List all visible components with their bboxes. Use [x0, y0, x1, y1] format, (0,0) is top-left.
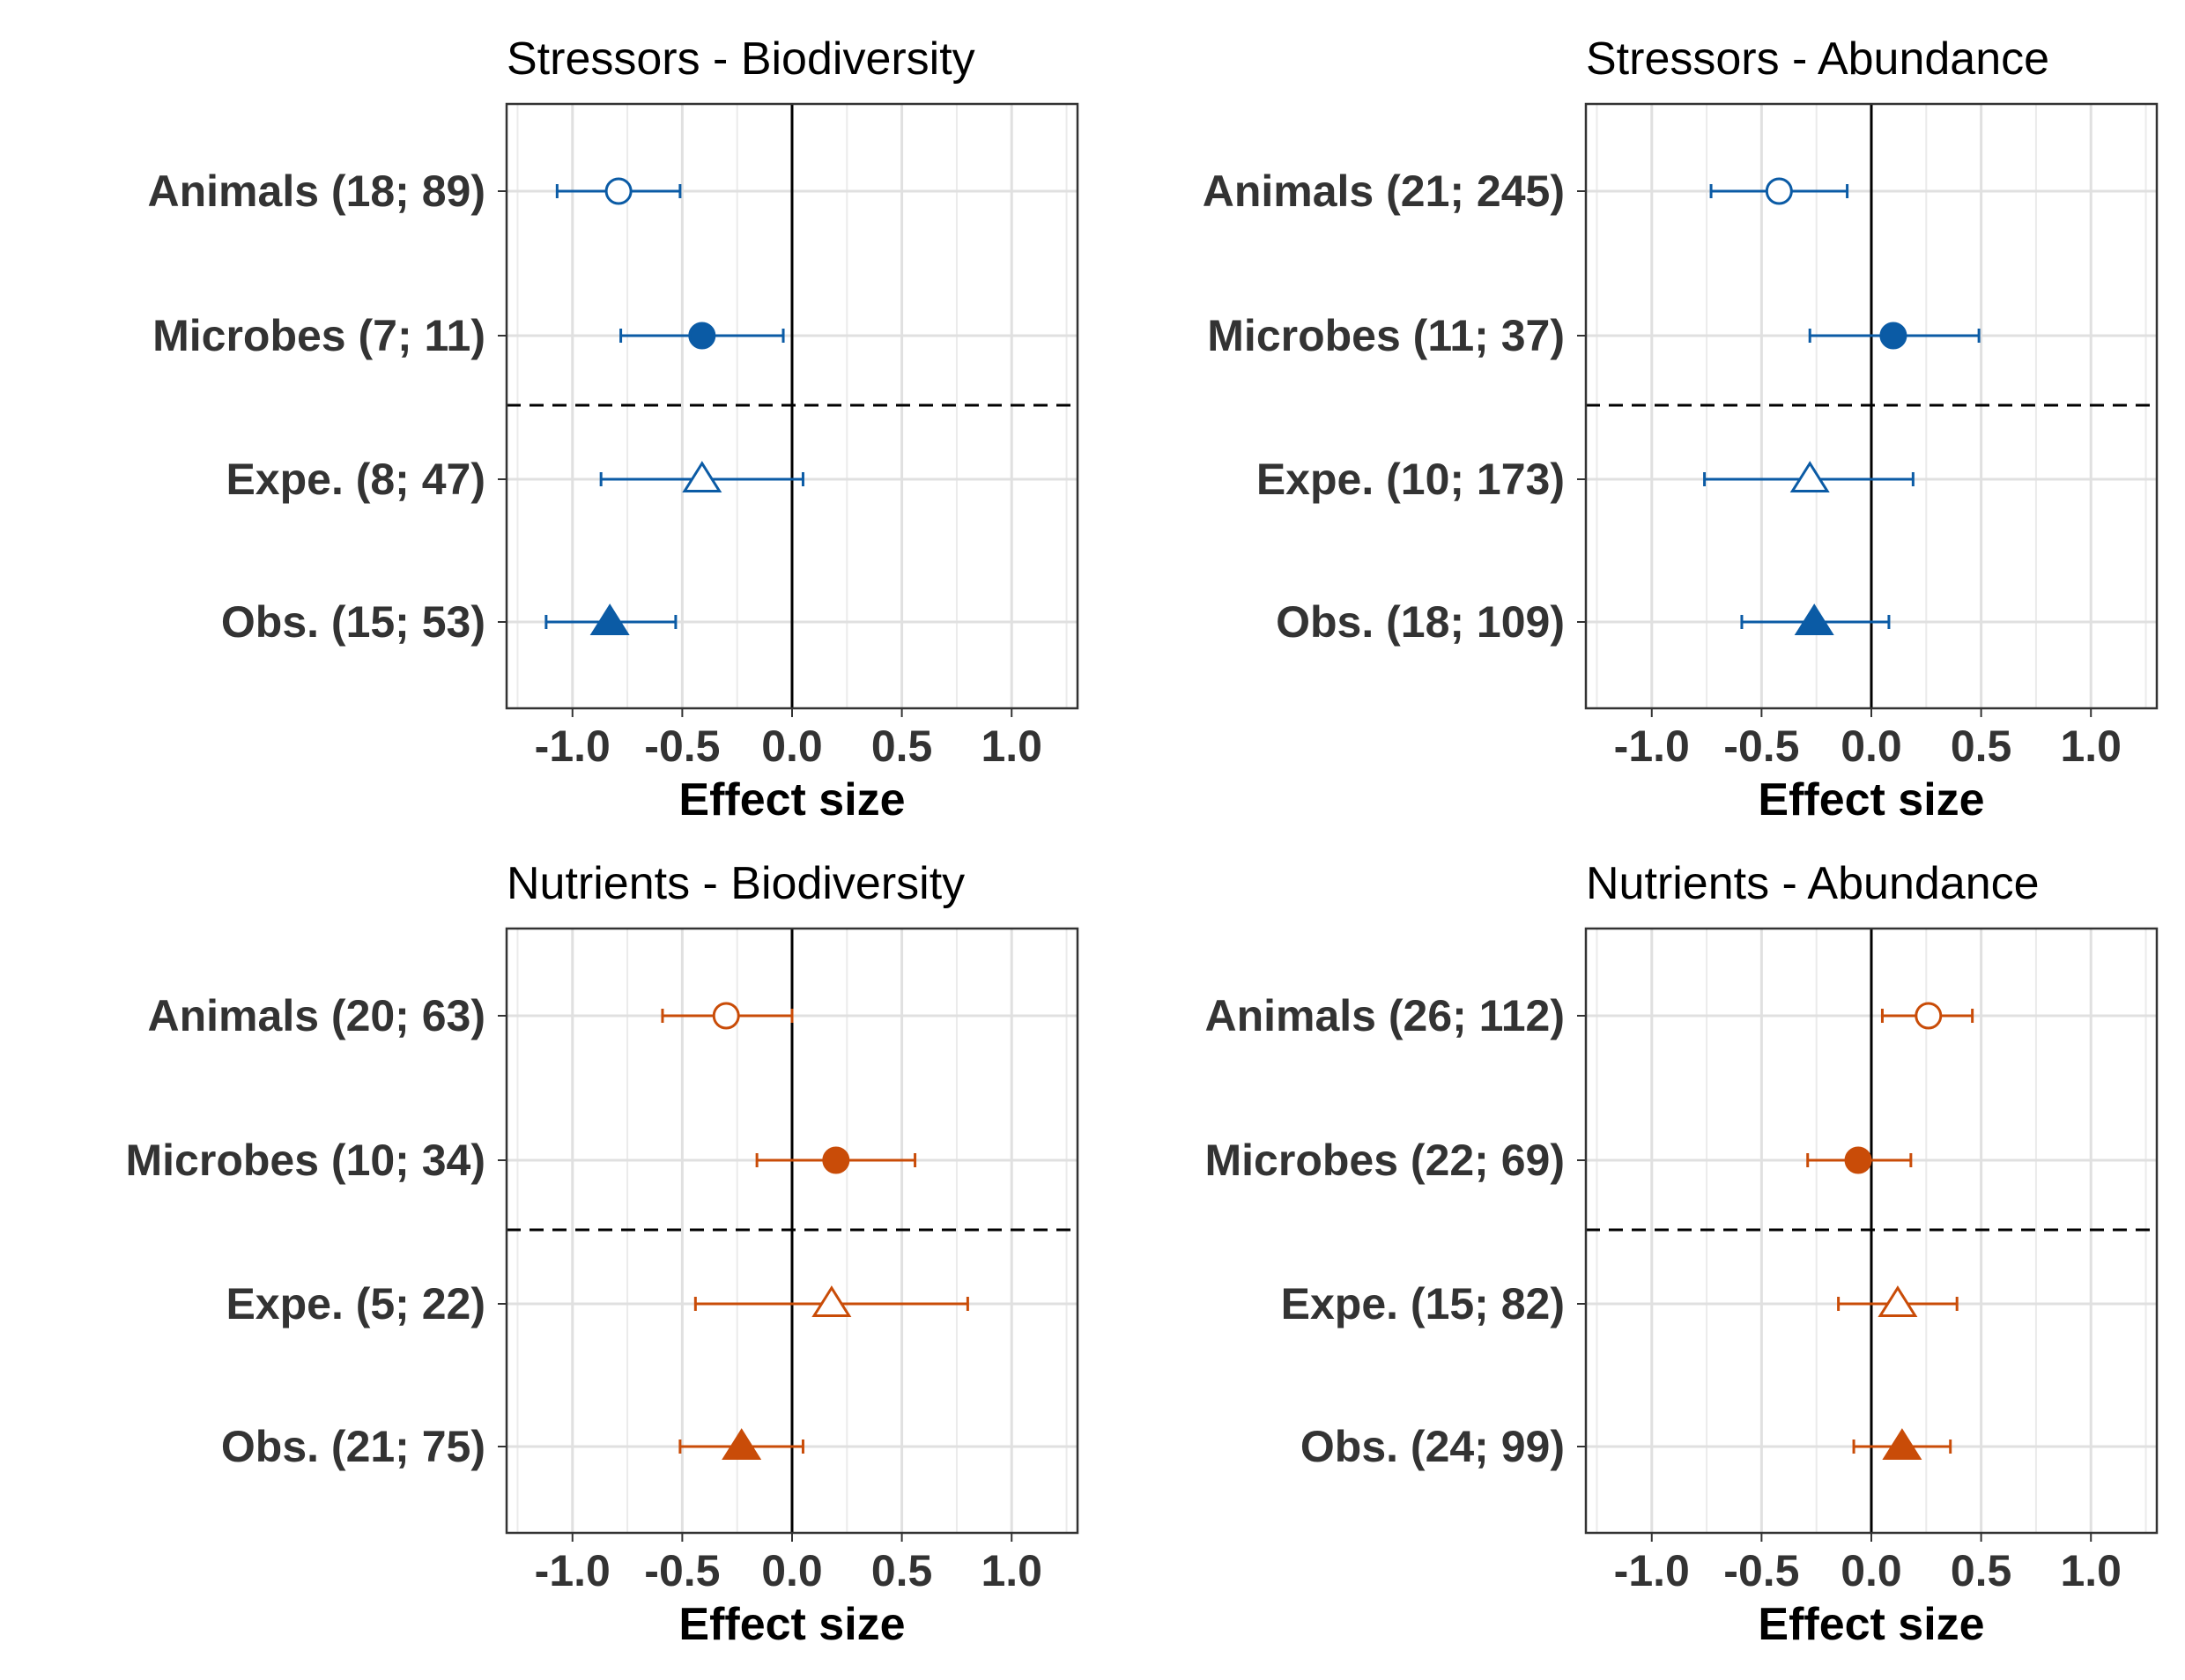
row-label-obs: Obs. (18; 109): [1276, 597, 1565, 647]
x-tick-label: 0.0: [1841, 722, 1902, 771]
x-tick-label: 0.0: [761, 722, 823, 771]
panel-nutrients-biodiversity: Nutrients - Biodiversity Animals (20; 63)…: [126, 858, 1079, 1650]
x-tick-label: -1.0: [1614, 1546, 1690, 1595]
row-label-animals: Animals (26; 112): [1204, 991, 1565, 1040]
row-label-animals: Animals (21; 245): [1203, 167, 1565, 216]
row-label-expe: Expe. (5; 22): [226, 1279, 485, 1328]
point-estimate-expe: [1789, 461, 1830, 492]
x-tick-label: -0.5: [1723, 1546, 1799, 1595]
panel-title: Nutrients - Abundance: [1586, 858, 2040, 909]
x-tick-label: -0.5: [1723, 722, 1799, 771]
x-tick-label: -1.0: [535, 722, 611, 771]
x-tick-label: 1.0: [981, 1546, 1042, 1595]
row-label-animals: Animals (18; 89): [148, 167, 485, 216]
point-estimate-microbes: [822, 1146, 850, 1174]
point-estimate-microbes: [1879, 322, 1907, 350]
x-tick-label: 0.5: [1951, 722, 2012, 771]
row-label-obs: Obs. (21; 75): [221, 1422, 485, 1471]
panel-title: Stressors - Biodiversity: [507, 33, 975, 85]
x-axis-title: Effect size: [678, 1599, 905, 1650]
row-label-expe: Expe. (15; 82): [1281, 1279, 1565, 1328]
row-label-animals: Animals (20; 63): [148, 991, 485, 1040]
x-axis-title: Effect size: [1758, 1599, 1984, 1650]
row-label-obs: Obs. (15; 53): [221, 597, 485, 647]
row-label-expe: Expe. (10; 173): [1256, 455, 1565, 504]
point-estimate-expe: [811, 1285, 852, 1317]
panel-title: Nutrients - Biodiversity: [507, 858, 965, 909]
point-estimate-animals: [1915, 1002, 1943, 1030]
point-estimate-animals: [604, 177, 633, 205]
point-estimate-expe: [1878, 1285, 1918, 1317]
point-estimate-obs: [589, 603, 630, 635]
row-label-microbes: Microbes (7; 11): [152, 311, 485, 360]
row-label-obs: Obs. (24; 99): [1300, 1422, 1565, 1471]
point-estimate-expe: [682, 461, 722, 492]
point-estimate-obs: [1794, 603, 1834, 635]
point-estimate-microbes: [1844, 1146, 1872, 1174]
x-tick-label: 0.5: [871, 1546, 933, 1595]
panel-nutrients-abundance: Nutrients - Abundance Animals (26; 112) Mi…: [1204, 858, 2159, 1650]
x-tick-label: -1.0: [535, 1546, 611, 1595]
row-label-microbes: Microbes (11; 37): [1207, 311, 1565, 360]
x-axis-title: Effect size: [678, 774, 905, 825]
x-tick-label: 1.0: [2060, 722, 2122, 771]
x-tick-label: -0.5: [644, 1546, 720, 1595]
point-estimate-animals: [1765, 177, 1793, 205]
row-label-microbes: Microbes (22; 69): [1205, 1136, 1565, 1185]
point-estimate-microbes: [688, 322, 716, 350]
x-tick-label: 0.0: [761, 1546, 823, 1595]
x-tick-label: 0.0: [1841, 1546, 1902, 1595]
panel-title: Stressors - Abundance: [1586, 33, 2049, 85]
x-tick-label: 1.0: [2060, 1546, 2122, 1595]
point-estimate-obs: [722, 1428, 762, 1460]
row-label-microbes: Microbes (10; 34): [126, 1136, 485, 1185]
point-estimate-animals: [712, 1002, 740, 1030]
point-estimate-obs: [1882, 1428, 1922, 1460]
x-tick-label: 0.5: [871, 722, 933, 771]
row-label-expe: Expe. (8; 47): [226, 455, 485, 504]
panel-stressors-abundance: Stressors - Abundance Animals (21; 245) Mi…: [1203, 33, 2159, 825]
panel-stressors-biodiversity: Stressors - Biodiversity Animals (18; 89)…: [148, 33, 1079, 825]
x-tick-label: -0.5: [644, 722, 720, 771]
x-tick-label: -1.0: [1614, 722, 1690, 771]
x-axis-title: Effect size: [1758, 774, 1984, 825]
x-tick-label: 0.5: [1951, 1546, 2012, 1595]
x-tick-label: 1.0: [981, 722, 1042, 771]
